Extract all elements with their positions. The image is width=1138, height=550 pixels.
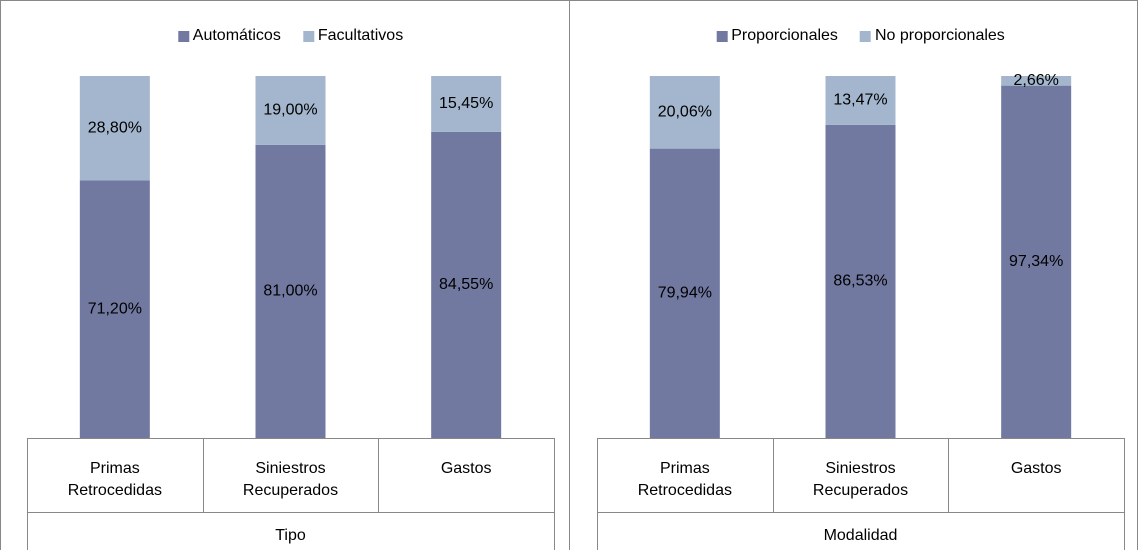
x-tick-label: Gastos	[1010, 460, 1062, 477]
x-tick-label: Siniestros Recuperados	[242, 460, 339, 499]
legend-swatch	[177, 30, 189, 42]
data-label: 86,53%	[833, 273, 887, 290]
x-tick-label: Siniestros Recuperados	[812, 460, 909, 499]
legend-swatch	[302, 30, 314, 42]
x-tick-label: Gastos	[440, 460, 492, 477]
bar-segment	[255, 144, 326, 438]
data-label: 84,55%	[439, 276, 493, 293]
bar-segment	[825, 124, 896, 438]
bar-segment	[649, 148, 720, 439]
bar-segment	[1001, 85, 1072, 438]
data-label: 79,94%	[658, 285, 712, 302]
legend-label: Automáticos	[192, 27, 281, 44]
bar-segment	[79, 180, 150, 439]
bar-segment	[825, 76, 896, 125]
legend-item: Proporcionales	[716, 27, 838, 45]
data-label: 81,00%	[263, 283, 317, 300]
data-label: 19,00%	[263, 102, 317, 119]
bar-segment	[431, 76, 502, 132]
bar-segment	[431, 131, 502, 438]
bar-segment	[255, 76, 326, 145]
legend-swatch	[716, 30, 728, 42]
data-label: 20,06%	[658, 104, 712, 121]
data-label: 2,66%	[1013, 72, 1058, 89]
data-label: 97,34%	[1009, 253, 1063, 270]
legend: Automáticos Facultativos	[177, 27, 404, 45]
x-axis-label: Modalidad	[824, 527, 898, 544]
x-tick-label: Primas Retrocedidas	[67, 460, 162, 499]
bar-segment	[649, 76, 720, 149]
data-label: 15,45%	[439, 95, 493, 112]
legend-label: No proporcionales	[874, 27, 1005, 44]
bar-segment	[1001, 76, 1072, 86]
legend-label: Facultativos	[317, 27, 404, 44]
legend-item: No proporcionales	[859, 27, 1005, 45]
x-axis-label: Tipo	[275, 527, 306, 544]
legend-item: Facultativos	[302, 27, 404, 45]
legend-item: Automáticos	[177, 27, 281, 45]
legend: Proporcionales No proporcionales	[716, 27, 1005, 45]
bar-segment	[79, 76, 150, 181]
x-tick-label: Primas Retrocedidas	[637, 460, 732, 499]
data-label: 13,47%	[833, 92, 887, 109]
legend-swatch	[859, 30, 871, 42]
data-label: 71,20%	[88, 300, 142, 317]
data-label: 28,80%	[88, 119, 142, 136]
legend-label: Proporcionales	[731, 27, 838, 44]
